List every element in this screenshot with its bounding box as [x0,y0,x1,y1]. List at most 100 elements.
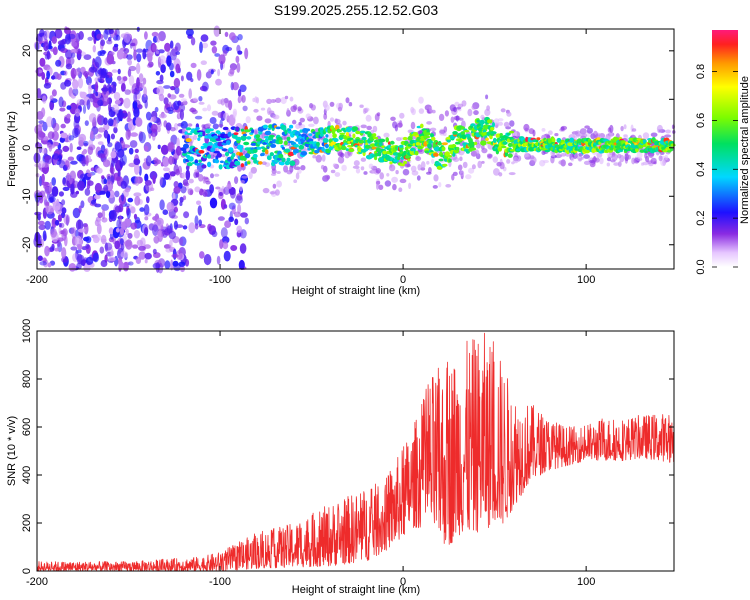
spectrogram-noise-blob [99,49,106,57]
spectrogram-halo-blob [438,113,445,121]
spectrogram-noise-blob [48,181,53,194]
spectrogram-signal-blob [552,137,556,144]
spectrogram-noise-blob [61,229,67,241]
spectrogram-halo-blob [329,117,335,122]
spectrogram-signal-blob [308,133,313,137]
spectrogram-signal-blob [403,160,407,165]
spectrogram-halo-blob [457,164,463,171]
spectrogram-noise-blob [63,70,68,76]
spectrogram-signal-blob [225,140,231,145]
spectrogram-signal-blob [266,155,272,161]
spectrogram-noise-blob [122,112,128,118]
spectrogram-signal-blob [253,158,258,164]
spectrogram-noise-blob [45,205,49,213]
spectrogram-noise-blob [71,226,77,239]
spectrogram-halo-blob [274,189,280,196]
spectrogram-signal-blob [385,137,390,143]
spectrogram-halo-blob [226,184,232,190]
spectrogram-noise-blob [96,167,103,174]
spectrogram-halo-blob [631,157,636,165]
spectrogram-noise-blob [103,184,109,192]
spectrogram-noise-blob [51,177,56,186]
spectrogram-noise-blob [221,236,230,244]
spectrogram-noise-blob [37,220,45,226]
spectrogram-halo-blob [558,160,564,165]
spectrogram-noise-blob [166,106,174,112]
spectrogram-signal-blob [300,151,308,156]
spectrogram-signal-blob [390,140,394,145]
spectrogram-halo-blob [330,169,336,174]
spectrogram-halo-blob [606,152,613,157]
spectrogram-halo-blob [394,124,398,132]
spectrogram-halo-blob [438,182,442,188]
spectrogram-halo-blob [272,114,280,120]
spectrogram-noise-blob [127,59,132,66]
spectrogram-noise-blob [107,118,114,127]
spectrogram-noise-blob [152,133,156,141]
spectrogram-noise-blob [104,242,113,251]
spectrogram-signal-blob [215,138,221,141]
spectrogram-noise-blob [164,260,171,270]
spectrogram-halo-blob [193,134,198,141]
spectrogram-noise-blob [64,79,72,87]
spectrogram-halo-blob [345,97,350,104]
spectrogram-signal-blob [670,147,674,152]
spectrogram-halo-blob [541,127,546,132]
spectrogram-signal-blob [292,148,300,154]
spectrogram-signal-blob [205,128,211,134]
spectrogram-halo-blob [379,172,385,180]
spectrogram-halo-blob [619,154,625,163]
spectrogram-signal-blob [238,145,244,148]
spectrogram-noise-blob [88,113,97,123]
spectrogram-signal-blob [278,139,283,145]
spectrogram-signal-blob [352,126,358,132]
spectrogram-noise-blob [183,211,190,219]
spectrogram-halo-blob [560,153,567,157]
spectrogram-noise-blob [77,249,82,254]
spectrogram-noise-blob [108,28,114,34]
spectrogram-noise-blob [168,155,174,165]
spectrogram-noise-blob [223,250,231,262]
spectrogram-noise-blob [163,97,169,105]
spectrogram-signal-blob [442,163,448,167]
spectrogram-noise-blob [47,262,52,268]
spectrogram-halo-blob [650,132,658,138]
spectrogram-noise-blob [138,73,144,83]
spectrogram-halo-blob [593,130,598,139]
spectrogram-noise-blob [179,109,184,121]
spectrogram-halo-blob [410,106,415,113]
spectrogram-noise-blob [43,82,52,89]
spectrogram-halo-blob [241,94,246,103]
spectrogram-halo-blob [180,98,187,102]
spectrogram-signal-blob [333,138,339,143]
spectrogram-noise-blob [120,251,129,258]
spectrogram-signal-blob [305,128,311,132]
spectrogram-noise-blob [94,203,102,208]
spectrogram-noise-blob [97,127,106,133]
spectrogram-noise-blob [161,230,168,238]
spectrogram-noise-blob [91,199,96,205]
spectrogram-halo-blob [293,166,301,170]
spectrogram-noise-blob [39,261,47,266]
spectrogram-noise-blob [209,197,218,209]
spectrogram-signal-blob [233,132,239,136]
spectrogram-halo-blob [360,157,367,162]
spectrogram-noise-blob [78,205,82,214]
spectrogram-noise-blob [171,253,179,258]
spectrogram-halo-blob [492,156,498,163]
spectrogram-noise-blob [134,84,140,95]
spectrogram-signal-blob [284,129,288,135]
spectrogram-signal-blob [378,138,386,143]
colorbar: 0.0 0.2 0.4 0.6 0.8 Normalized spectral ampl… [695,30,750,275]
spectrogram-noise-blob [55,59,62,67]
spectrogram-signal-blob [407,158,411,162]
spectrogram-signal-blob [244,153,251,159]
y-tick-label: 1000 [21,319,33,343]
spectrogram-halo-blob [418,96,424,104]
spectrogram-signal-blob [441,142,448,146]
spectrogram-halo-blob [206,104,212,112]
spectrogram-halo-blob [276,171,281,174]
spectrogram-noise-blob [229,189,236,199]
spectrogram-signal-blob [400,163,405,167]
spectrogram-noise-blob [61,199,66,206]
